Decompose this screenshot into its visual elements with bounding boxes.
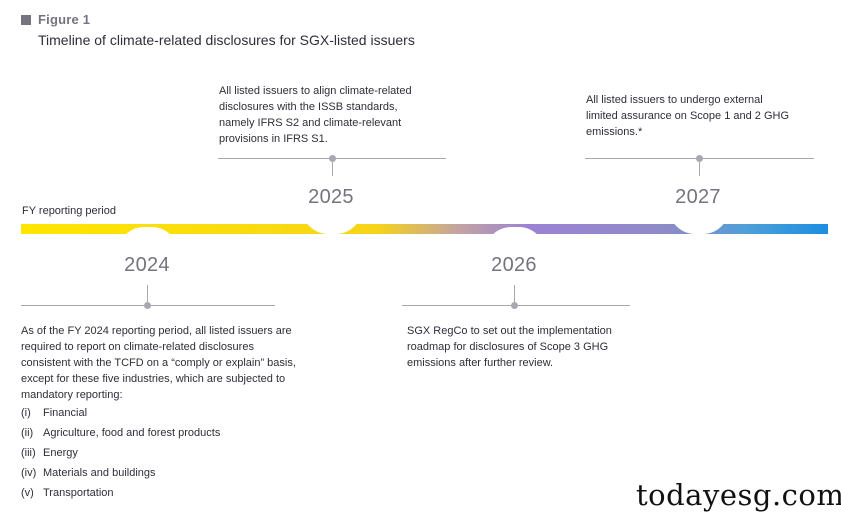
list-item: (v) Transportation xyxy=(21,483,220,503)
figure-label: Figure 1 xyxy=(38,12,91,27)
list-item-number: (i) xyxy=(21,407,31,419)
list-item-number: (v) xyxy=(21,487,34,499)
milestone-2024-rule xyxy=(21,305,275,306)
milestone-2026-text: SGX RegCo to set out the implementation … xyxy=(407,325,612,369)
milestone-2026-rule xyxy=(402,305,630,306)
fy-reporting-period-label: FY reporting period xyxy=(22,205,116,217)
figure-marker-square xyxy=(21,15,31,25)
watermark: todayesg.com xyxy=(636,478,841,512)
milestone-2027-connector xyxy=(699,158,700,176)
list-item-label: Financial xyxy=(43,407,88,419)
milestone-2025-connector xyxy=(332,158,333,176)
milestone-2024-connector xyxy=(147,285,148,305)
timeline-bar xyxy=(21,224,828,234)
list-item-label: Agriculture, food and forest products xyxy=(43,427,221,439)
list-item: (ii) Agriculture, food and forest product… xyxy=(21,423,220,443)
milestone-2026-connector xyxy=(514,285,515,305)
list-item-label: Materials and buildings xyxy=(43,467,156,479)
milestone-2024-year: 2024 xyxy=(124,254,170,276)
list-item-number: (iv) xyxy=(21,467,37,479)
figure-title: Timeline of climate-related disclosures … xyxy=(38,32,415,48)
milestone-2027-text: All listed issuers to undergo external l… xyxy=(586,94,790,138)
list-item-number: (iii) xyxy=(21,447,36,459)
list-item: (iii) Energy xyxy=(21,443,220,463)
mandatory-industries-list: (i) Financial (ii) Agriculture, food and f… xyxy=(21,403,220,503)
milestone-2026-year: 2026 xyxy=(491,254,537,276)
milestone-2025-year: 2025 xyxy=(308,186,354,208)
milestone-2027-year: 2027 xyxy=(675,186,721,208)
list-item-label: Energy xyxy=(43,447,78,459)
list-item-label: Transportation xyxy=(43,487,114,499)
milestone-2024-text: As of the FY 2024 reporting period, all … xyxy=(21,325,296,401)
milestone-2025-text: All listed issuers to align climate-rela… xyxy=(219,85,412,145)
list-item: (i) Financial xyxy=(21,403,220,423)
list-item-number: (ii) xyxy=(21,427,34,439)
list-item: (iv) Materials and buildings xyxy=(21,463,220,483)
